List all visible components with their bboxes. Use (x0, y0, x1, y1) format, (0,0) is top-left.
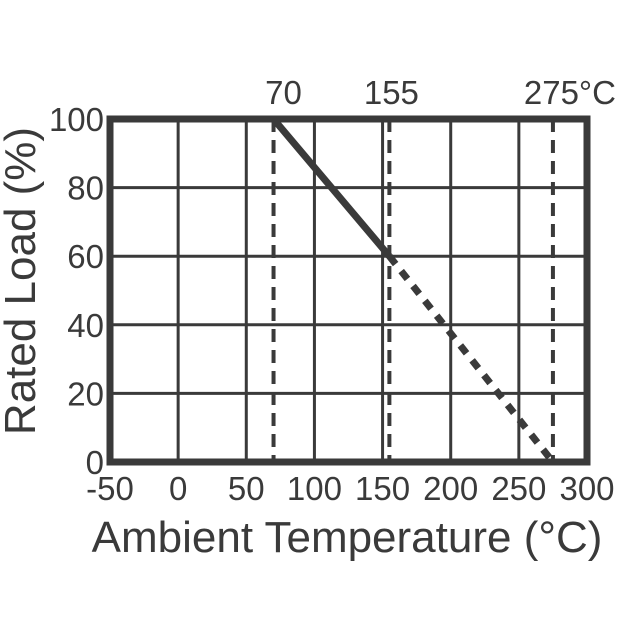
x-tick-label: 50 (228, 470, 265, 507)
guide-label-70: 70 (265, 74, 302, 111)
y-tick-label: 0 (86, 444, 104, 481)
x-tick-label: 100 (287, 470, 342, 507)
x-tick-label: -50 (86, 470, 134, 507)
x-tick-label: 300 (559, 470, 614, 507)
series-derating-rated (110, 115, 393, 259)
y-tick-label: 80 (67, 170, 104, 207)
x-axis-label: Ambient Temperature (°C) (91, 513, 603, 562)
x-tick-label: 200 (423, 470, 478, 507)
guide-label-155: 155 (364, 74, 419, 111)
x-tick-label: 0 (169, 470, 187, 507)
y-tick-label: 100 (49, 101, 104, 138)
y-tick-label: 40 (67, 307, 104, 344)
series-derating-extrapolated (386, 254, 556, 465)
plot-border (106, 115, 591, 466)
x-tick-label: 250 (491, 470, 546, 507)
y-axis-label: Rated Load (%) (0, 126, 45, 436)
x-tick-label: 150 (355, 470, 410, 507)
guide-label-275: 275°C (524, 74, 616, 111)
y-tick-label: 60 (67, 238, 104, 275)
y-tick-label: 20 (67, 375, 104, 412)
